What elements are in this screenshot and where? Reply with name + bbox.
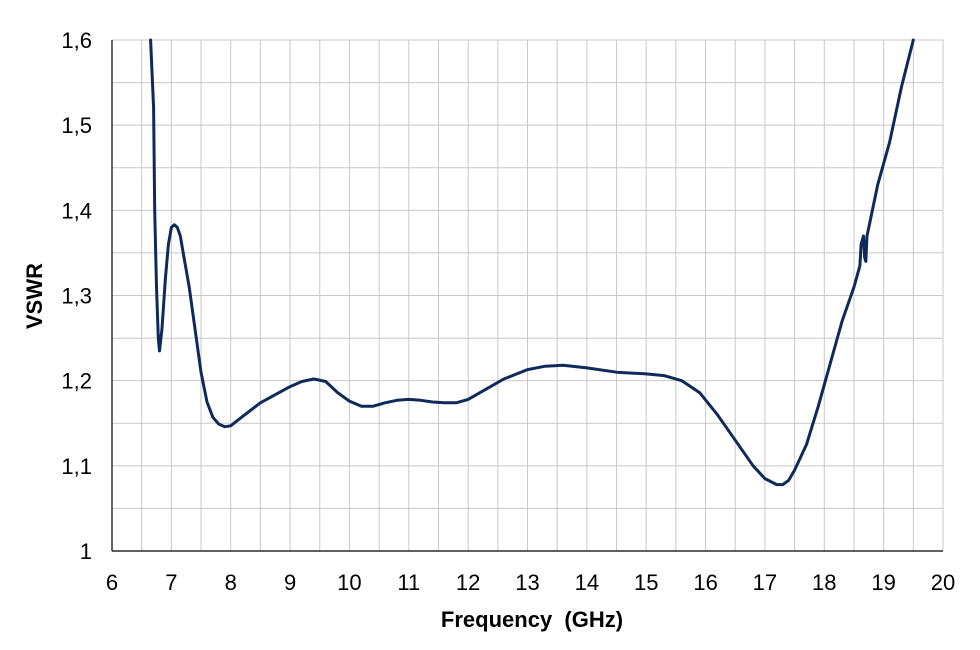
y-tick-label: 1,5 (61, 113, 92, 138)
y-tick-label: 1,2 (61, 369, 92, 394)
y-axis-title: VSWR (22, 263, 47, 329)
axes (111, 40, 943, 552)
y-tick-label: 1,1 (61, 454, 92, 479)
vswr-series-line (149, 38, 915, 487)
x-tick-label: 13 (515, 570, 539, 595)
x-tick-label: 17 (753, 570, 777, 595)
x-tick-label: 16 (693, 570, 717, 595)
grid-lines (112, 39, 944, 551)
y-tick-label: 1 (80, 539, 92, 564)
tick-labels: 6 7 8 9 10 11 12 13 14 15 16 17 18 19 20 1 1,1 1,2 1,3 1,4 1… (61, 28, 955, 595)
x-tick-label: 7 (165, 570, 177, 595)
x-tick-label: 14 (575, 570, 599, 595)
y-tick-label: 1,4 (61, 198, 92, 223)
plot-area (149, 38, 915, 487)
x-tick-label: 11 (397, 570, 420, 595)
x-tick-label: 19 (871, 570, 895, 595)
x-tick-label: 10 (337, 570, 361, 595)
x-tick-label: 6 (106, 570, 118, 595)
x-tick-label: 9 (284, 570, 296, 595)
x-axis-title: Frequency (GHz) (441, 607, 623, 632)
y-tick-label: 1,3 (61, 284, 92, 309)
x-tick-label: 12 (456, 570, 480, 595)
x-tick-label: 15 (634, 570, 658, 595)
x-tick-label: 8 (225, 570, 237, 595)
x-tick-label: 18 (812, 570, 836, 595)
y-tick-label: 1,6 (61, 28, 92, 53)
x-tick-label: 20 (931, 570, 955, 595)
